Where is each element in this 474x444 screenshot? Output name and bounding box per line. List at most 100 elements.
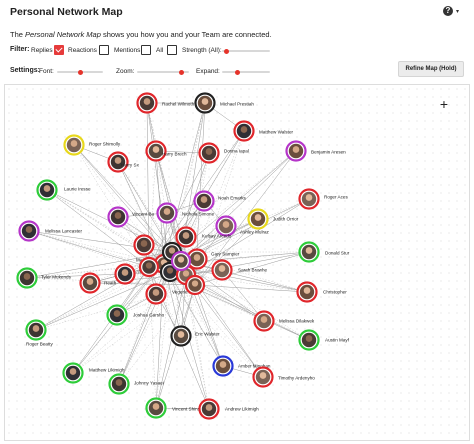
zoom-slider[interactable] xyxy=(137,69,189,75)
font-slider-handle[interactable] xyxy=(77,69,83,75)
page-title: Personal Network Map xyxy=(10,6,123,18)
network-node[interactable] xyxy=(170,325,192,347)
network-node[interactable] xyxy=(298,329,320,351)
connection-edge xyxy=(194,150,297,286)
network-node[interactable] xyxy=(107,206,129,228)
node-label: Nichola Simone xyxy=(182,212,215,217)
network-node[interactable] xyxy=(198,142,220,164)
connection-edge xyxy=(28,230,165,265)
connection-edge xyxy=(148,266,264,378)
network-node[interactable] xyxy=(62,362,84,384)
network-node[interactable] xyxy=(16,267,38,289)
connection-edge xyxy=(185,251,310,276)
avatar-face xyxy=(115,379,123,386)
network-node[interactable] xyxy=(63,134,85,156)
network-node[interactable] xyxy=(215,215,237,237)
network-node[interactable] xyxy=(211,259,233,281)
network-node[interactable] xyxy=(36,179,58,201)
avatar-face xyxy=(152,289,160,296)
connection-edge xyxy=(194,284,224,367)
network-node[interactable] xyxy=(156,202,178,224)
network-node[interactable] xyxy=(108,373,130,395)
font-slider[interactable] xyxy=(57,69,103,75)
network-node[interactable] xyxy=(194,92,216,114)
mentions-checkbox[interactable] xyxy=(99,45,109,55)
connection-edge xyxy=(180,260,310,341)
avatar-face xyxy=(25,226,33,233)
avatar-face xyxy=(218,265,226,272)
avatar-face xyxy=(152,403,160,410)
network-node[interactable] xyxy=(175,226,197,248)
network-node[interactable] xyxy=(193,190,215,212)
expand-slider[interactable] xyxy=(222,69,270,75)
network-node[interactable] xyxy=(186,248,208,270)
connection-edge xyxy=(163,102,206,265)
network-node[interactable] xyxy=(198,398,220,420)
avatar-face xyxy=(254,214,262,221)
network-node[interactable] xyxy=(170,250,192,272)
connection-edge xyxy=(26,251,173,279)
avatar-face xyxy=(143,98,151,105)
network-node[interactable] xyxy=(296,281,318,303)
network-node[interactable] xyxy=(285,140,307,162)
avatar-face xyxy=(69,368,77,375)
avatar-face xyxy=(205,404,213,411)
all-checkbox[interactable] xyxy=(141,45,151,55)
connection-edge xyxy=(155,284,196,409)
connection-edge xyxy=(180,260,210,410)
expand-slider-handle[interactable] xyxy=(234,69,240,75)
connection-edge xyxy=(169,218,259,273)
network-node[interactable] xyxy=(145,397,167,419)
connection-edge xyxy=(118,263,165,385)
network-node[interactable] xyxy=(212,355,234,377)
node-label: Vincent Shinson xyxy=(172,407,206,412)
network-node[interactable] xyxy=(133,234,155,256)
connection-edge xyxy=(35,263,165,331)
avatar-face xyxy=(177,331,185,338)
network-node[interactable] xyxy=(253,310,275,332)
network-node[interactable] xyxy=(184,274,206,296)
zoom-in-button[interactable]: + xyxy=(439,96,449,112)
network-node[interactable] xyxy=(107,151,129,173)
network-node[interactable] xyxy=(159,261,181,283)
network-node[interactable] xyxy=(138,256,160,278)
connection-edge xyxy=(148,266,182,337)
strength-checkbox[interactable] xyxy=(167,45,177,55)
connection-edge xyxy=(73,144,182,262)
connection-edge xyxy=(72,274,187,374)
font-label: Font: xyxy=(39,67,54,75)
filter-strength-label: Strength (All): xyxy=(182,46,222,54)
network-node[interactable] xyxy=(25,319,47,341)
network-node[interactable] xyxy=(233,120,255,142)
network-node[interactable] xyxy=(247,208,269,230)
node-label: Eric Walster xyxy=(195,332,220,337)
network-node[interactable] xyxy=(298,241,320,263)
network-node[interactable] xyxy=(145,283,167,305)
network-node[interactable] xyxy=(298,188,320,210)
node-label: Amber Minohan xyxy=(238,364,271,369)
chevron-down-icon[interactable]: ▾ xyxy=(456,9,460,15)
strength-slider-handle[interactable] xyxy=(224,48,230,54)
connection-edge xyxy=(117,161,165,265)
strength-slider[interactable] xyxy=(222,48,270,54)
connection-edge xyxy=(155,251,173,409)
filter-replies-label: Replies xyxy=(31,46,53,54)
zoom-slider-handle[interactable] xyxy=(179,69,185,75)
network-node[interactable] xyxy=(18,220,40,242)
network-node[interactable] xyxy=(145,140,167,162)
network-node[interactable] xyxy=(136,92,158,114)
reactions-checkbox[interactable] xyxy=(54,45,64,55)
help-icon[interactable]: ? xyxy=(443,6,453,16)
connection-edge xyxy=(194,251,310,286)
avatar-face xyxy=(152,146,160,153)
network-node[interactable] xyxy=(114,263,136,285)
network-node[interactable] xyxy=(106,304,128,326)
network-node[interactable] xyxy=(252,366,274,388)
node-label: Heath xyxy=(104,281,117,286)
filter-reactions-label: Reactions xyxy=(68,46,97,54)
node-label: Tyler Mukends xyxy=(41,275,72,280)
network-node[interactable] xyxy=(79,272,101,294)
refine-map-button[interactable]: Refine Map (Hold) xyxy=(398,61,464,77)
avatar-face xyxy=(222,221,230,228)
